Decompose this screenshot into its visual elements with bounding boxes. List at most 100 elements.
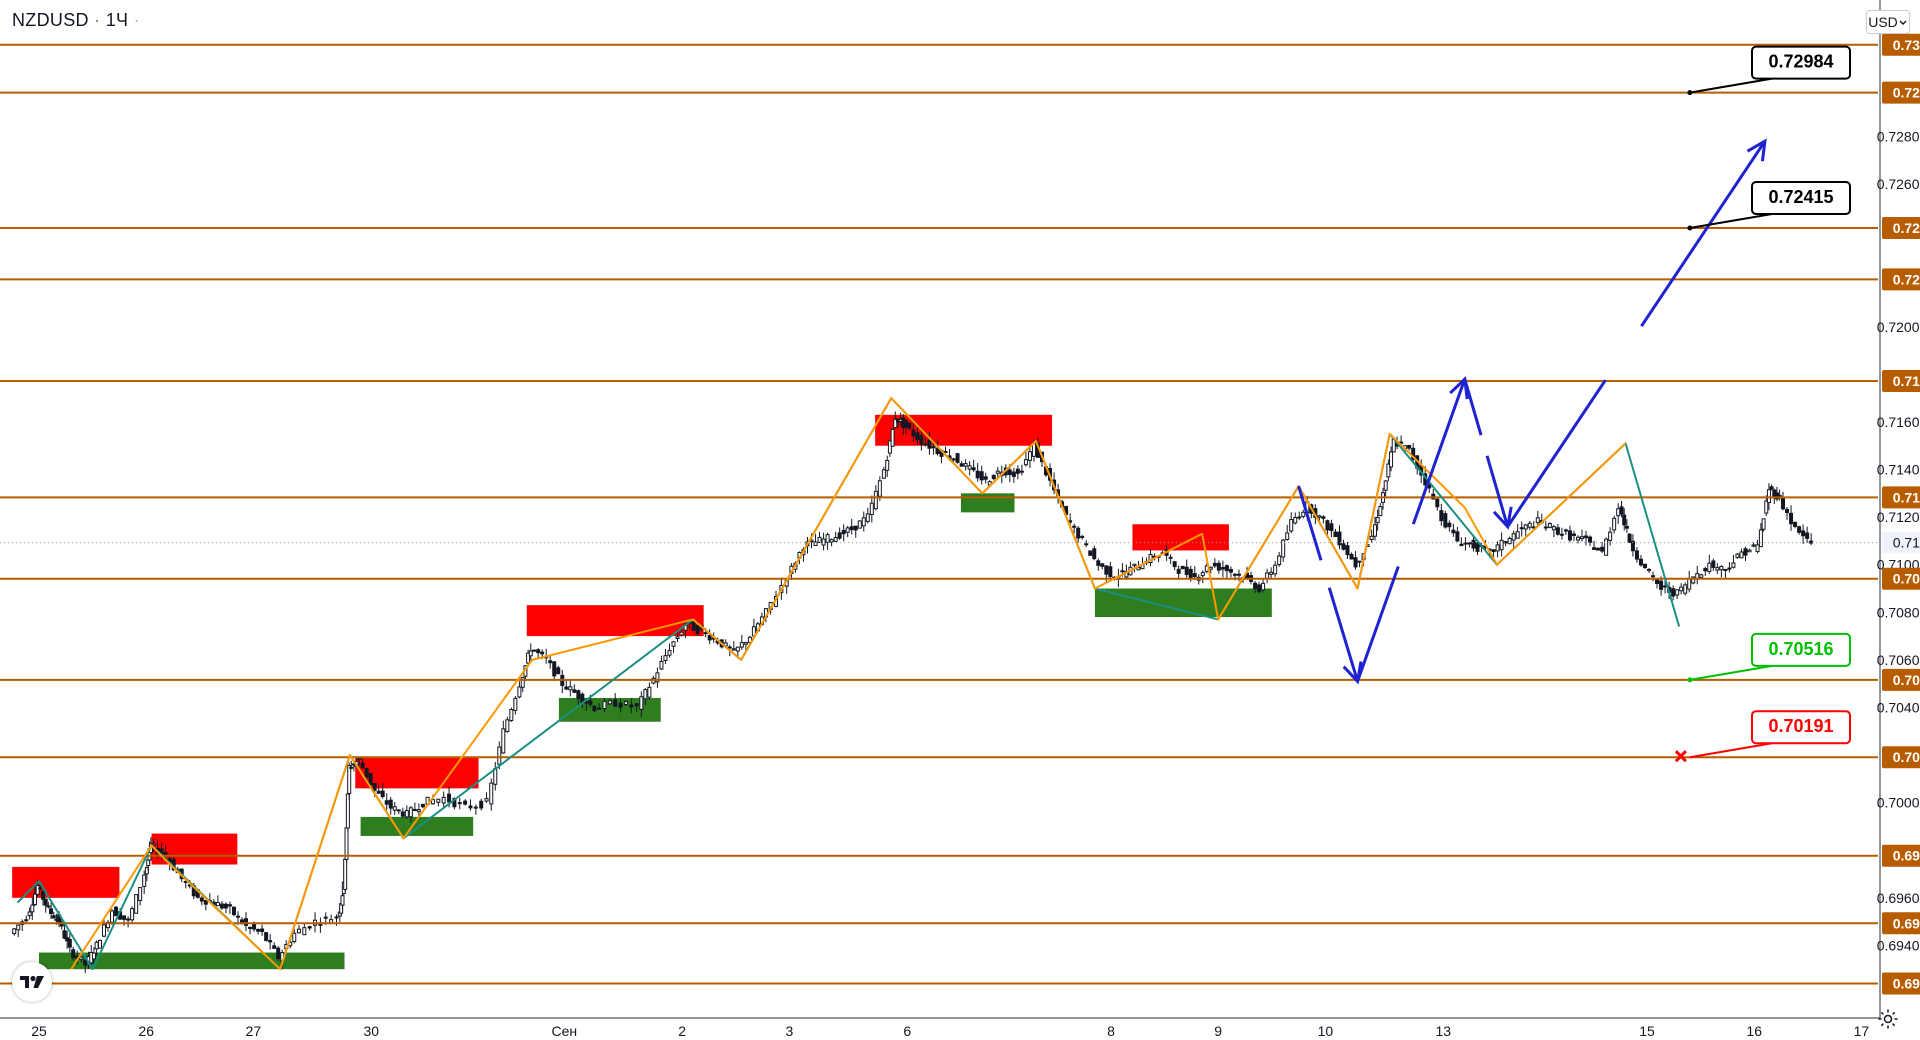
candle-body [142,874,147,887]
candle-body [1471,539,1476,549]
candle-body [1212,562,1217,567]
candle-body [893,418,898,429]
candle-body [629,704,634,708]
level-price-text-9: 0.69777 [1893,848,1920,864]
candle-body [739,642,744,648]
candle-body [1543,526,1548,529]
target-pointer-2 [1689,664,1773,681]
symbol-name: NZDUSD [12,10,89,30]
candle-body [602,700,607,710]
candle-body [1188,568,1193,580]
candle-body [1180,565,1185,570]
candle-body [468,805,473,809]
candle-body [1519,527,1524,530]
candle-body [219,903,224,909]
candle-body [1580,536,1585,540]
candle-body [360,762,365,769]
candle-body [91,952,96,960]
candle-body [890,428,895,447]
candle-body [869,502,874,516]
time-tick-2: 27 [246,1023,262,1039]
candle-body [343,858,348,890]
target-label-1: 0.72415 [1768,187,1833,207]
candle-body [1703,568,1708,572]
candle-body [1011,471,1016,477]
candle-body [1261,582,1266,591]
candle-body [1634,550,1639,560]
candle-body [392,806,397,811]
candle-body [991,474,996,480]
candle-body [1216,562,1221,571]
candle-body [667,650,672,656]
candle-body [489,782,494,805]
candle-body [1491,549,1496,553]
candle-body [268,939,273,943]
candle-body [865,513,870,522]
candle-body [1023,459,1028,466]
time-tick-5: 2 [678,1023,686,1039]
candle-body [1289,519,1294,532]
candle-body [659,660,664,670]
candle-body [951,458,956,461]
symbol-title[interactable]: NZDUSD · 1Ч · [12,10,140,31]
candle-body [679,631,684,636]
candle-body [447,793,452,803]
candle-body [1523,524,1528,530]
candle-body [1785,508,1790,514]
candle-body [302,927,307,936]
candle-body [1507,537,1512,545]
candle-body [292,932,297,943]
candle-body [1515,531,1520,539]
level-price-tag-9 [1882,844,1920,867]
candle-body [35,885,40,895]
tradingview-logo-icon[interactable] [12,962,52,1002]
candle-body [1200,572,1205,577]
candle-body [845,527,850,533]
stop-loss-cross-icon [1674,750,1687,763]
candle-body [1273,564,1278,575]
candle-body [592,705,597,712]
candle-body [1616,508,1621,517]
candle-body [227,904,232,907]
candle-body [1731,562,1736,568]
candle-body [1743,548,1748,556]
candle-body [1389,451,1394,468]
candle-body [151,843,156,846]
target-anchor-1 [1687,225,1693,231]
candle-body [441,796,446,804]
candle-body [643,689,648,700]
candle-body [1293,516,1298,524]
candle-body [1439,510,1444,522]
candle-body [923,443,928,446]
target-box-3 [1751,710,1851,745]
candle-body [703,632,708,635]
candle-body [919,434,924,445]
candle-body [853,525,858,531]
teal-zigzag [16,397,1681,971]
candle-body [110,910,115,923]
candle-body [1789,512,1794,525]
candle-body [1555,527,1560,535]
candle-body [497,746,502,765]
candle-body [134,894,139,914]
gear-icon[interactable] [1876,1007,1900,1031]
candle-body [16,924,21,931]
candle-body [1120,570,1125,573]
candle-body [400,811,405,817]
candle-body [83,959,88,966]
candle-body [1719,565,1724,571]
time-tick-1: 26 [138,1023,154,1039]
currency-button[interactable]: USD [1866,10,1910,34]
candle-body [915,432,920,441]
chevron-down-icon [1899,20,1907,25]
candle-body [97,939,102,949]
candle-body [513,697,518,711]
candle-body [67,938,72,948]
candle-body [1092,548,1097,560]
candle-body [1447,522,1452,528]
candle-body [1755,544,1760,553]
candle-body [1192,573,1197,578]
candle-body [1277,555,1282,565]
